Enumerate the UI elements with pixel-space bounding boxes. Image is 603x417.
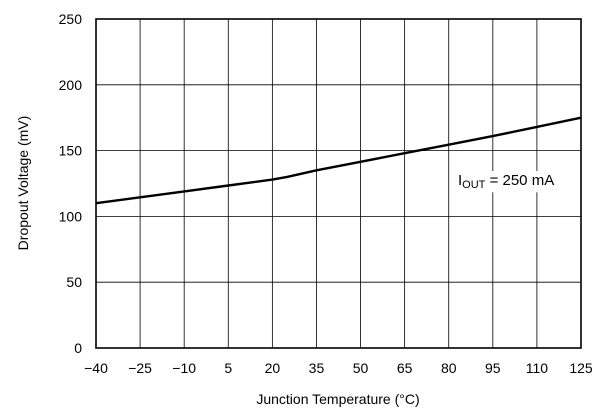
y-tick-label: 50	[66, 274, 82, 290]
annotation-background	[455, 171, 558, 193]
x-tick-label: 20	[265, 360, 281, 376]
series-layer	[95, 116, 582, 205]
y-tick-label: 150	[59, 143, 83, 159]
y-tick-label: 100	[59, 208, 83, 224]
annotation-suffix: = 250 mA	[485, 172, 554, 189]
x-tick-label: −25	[128, 360, 152, 376]
y-tick-label: 200	[59, 77, 83, 93]
x-tick-label: 65	[397, 360, 413, 376]
x-tick-label: 95	[485, 360, 501, 376]
grid-layer	[96, 19, 581, 348]
x-tick-label: −40	[84, 360, 108, 376]
y-axis-label: Dropout Voltage (mV)	[15, 116, 31, 251]
x-tick-label: 80	[441, 360, 457, 376]
y-tick-label: 250	[59, 11, 83, 27]
x-tick-label: 110	[526, 360, 549, 376]
x-tick-label: 125	[569, 360, 593, 376]
x-tick-label: −10	[172, 360, 196, 376]
x-tick-label: 5	[224, 360, 232, 376]
x-tick-label: 50	[353, 360, 369, 376]
y-tick-label: 0	[74, 340, 82, 356]
annotation-prefix: I	[458, 172, 462, 189]
series-line	[95, 116, 582, 205]
x-tick-label: 35	[309, 360, 325, 376]
tick-layer: −40 −25 −10 5 20 35 50 65 80 95 110 125 0 50 100 150 200…	[59, 11, 593, 376]
annotation-subscript: OUT	[462, 179, 486, 191]
x-axis-label: Junction Temperature (°C)	[256, 391, 419, 407]
frame-layer	[95, 18, 582, 349]
iout-annotation: IOUT = 250 mA	[458, 172, 554, 191]
plot-frame	[95, 18, 582, 349]
